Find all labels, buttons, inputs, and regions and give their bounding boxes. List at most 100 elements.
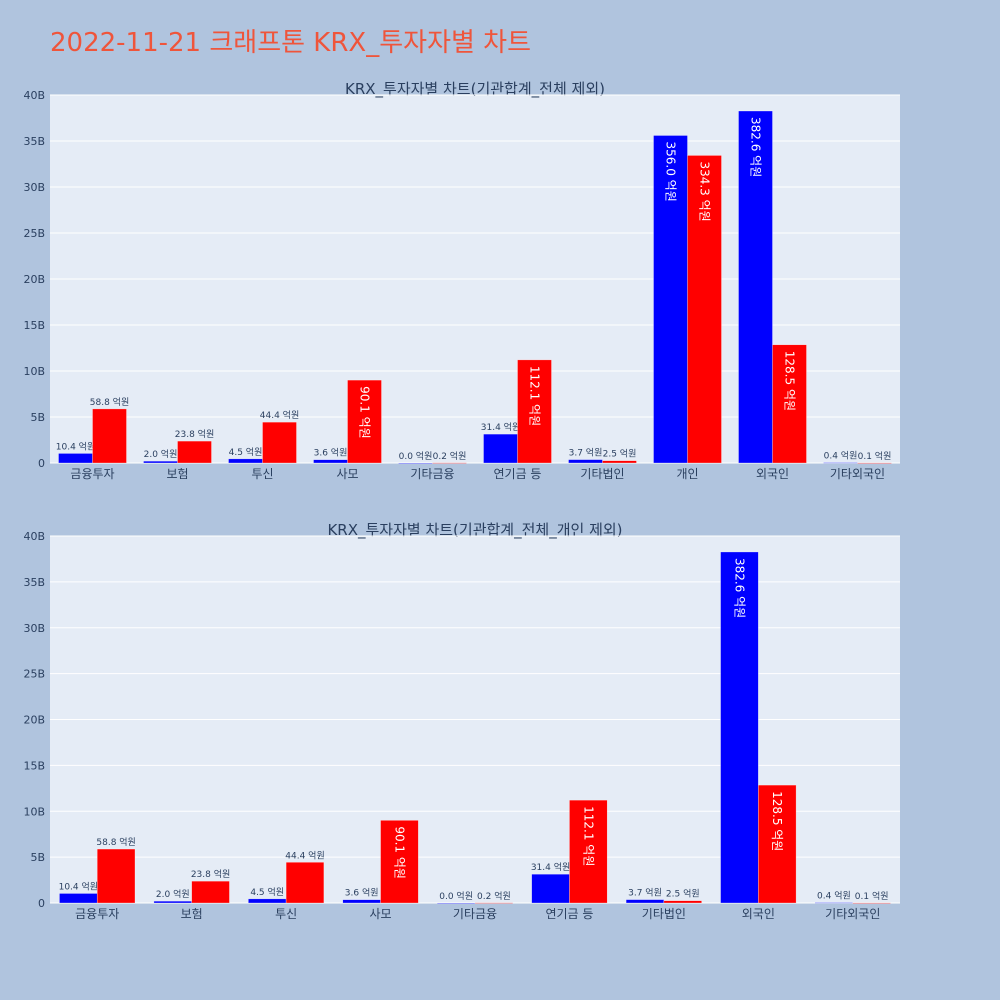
bar-series-1 <box>814 902 854 904</box>
bar-series-1 <box>143 460 178 464</box>
y-tick-label: 30B <box>23 622 45 635</box>
x-tick-label: 보험 <box>181 907 203 921</box>
data-label: 10.4 억원 <box>59 880 98 892</box>
data-label: 3.7 억원 <box>628 887 662 899</box>
bar-series-1 <box>313 459 348 464</box>
y-tick-label: 0 <box>38 897 45 910</box>
data-label: 44.4 억원 <box>260 409 299 421</box>
data-label: 3.6 억원 <box>314 447 348 459</box>
x-tick-label: 투신 <box>275 907 297 921</box>
data-label: 4.5 억원 <box>229 446 263 458</box>
x-tick-label: 투신 <box>251 467 273 481</box>
data-label: 0.4 억원 <box>817 890 851 902</box>
y-tick-label: 30B <box>23 181 45 194</box>
bar-series-2 <box>474 902 514 904</box>
bar-series-2 <box>663 900 702 904</box>
y-tick-label: 20B <box>23 273 45 286</box>
x-tick-label: 금융투자 <box>75 907 119 921</box>
data-label: 128.5 억원 <box>770 791 784 851</box>
y-tick-label: 25B <box>23 227 45 240</box>
y-tick-label: 40B <box>23 530 45 543</box>
data-label: 0.2 억원 <box>433 450 467 462</box>
bar-series-2 <box>687 155 722 464</box>
data-label: 382.6 억원 <box>732 558 746 618</box>
data-label: 10.4 억원 <box>56 440 95 452</box>
x-tick-label: 개인 <box>676 467 698 481</box>
bar-series-2 <box>92 408 127 464</box>
data-label: 44.4 억원 <box>285 849 324 861</box>
chart-title: KRX_투자자별 차트(기관합계_전체 제외) <box>345 80 605 99</box>
bar-series-2 <box>857 462 892 464</box>
x-tick-label: 기타법인 <box>642 907 686 921</box>
chart-panel-2: KRX_투자자별 차트(기관합계_전체_개인 제외) 0 5B 10B 15B 20B 25… <box>23 521 900 921</box>
bar-series-1 <box>228 458 263 464</box>
y-tick-label: 5B <box>30 411 45 424</box>
x-tick-label: 사모 <box>336 467 358 481</box>
bar-series-2 <box>569 799 608 904</box>
bar-series-1 <box>436 902 476 904</box>
data-label: 31.4 억원 <box>531 861 570 873</box>
data-label: 0.0 억원 <box>399 450 433 462</box>
bar-series-2 <box>347 379 382 464</box>
data-label: 3.7 억원 <box>569 447 603 459</box>
bar-series-1 <box>58 453 93 464</box>
data-label: 0.0 억원 <box>439 890 473 902</box>
data-label: 0.1 억원 <box>855 890 889 902</box>
data-label: 2.5 억원 <box>603 448 637 460</box>
bar-series-1 <box>653 135 688 464</box>
data-label: 31.4 억원 <box>481 421 520 433</box>
bar-series-1 <box>823 462 858 464</box>
y-tick-label: 10B <box>23 365 45 378</box>
data-label: 58.8 억원 <box>96 836 135 848</box>
data-label: 128.5 억원 <box>783 351 797 411</box>
x-tick-label: 기타외국인 <box>830 467 885 481</box>
y-tick-label: 25B <box>23 668 45 681</box>
data-label: 2.0 억원 <box>144 448 178 460</box>
x-tick-label: 외국인 <box>742 907 775 921</box>
bar-series-2 <box>285 862 325 904</box>
bar-series-2 <box>380 820 419 904</box>
data-label: 0.2 억원 <box>477 890 511 902</box>
bar-series-1 <box>59 893 98 904</box>
bar-series-1 <box>483 433 518 464</box>
chart-title: KRX_투자자별 차트(기관합계_전체_개인 제외) <box>327 521 622 540</box>
y-tick-label: 10B <box>23 805 45 818</box>
y-tick-label: 0 <box>38 457 45 470</box>
data-label: 90.1 억원 <box>392 826 406 879</box>
data-label: 4.5 억원 <box>250 886 284 898</box>
data-label: 0.1 억원 <box>858 450 892 462</box>
y-tick-label: 15B <box>23 319 45 332</box>
data-label: 23.8 억원 <box>175 428 214 440</box>
data-label: 23.8 억원 <box>191 868 230 880</box>
bar-series-1 <box>398 462 433 464</box>
data-label: 2.5 억원 <box>666 888 700 900</box>
bar-series-1 <box>531 873 570 904</box>
bar-series-2 <box>432 462 467 464</box>
x-tick-label: 기타외국인 <box>825 907 880 921</box>
y-tick-label: 20B <box>23 714 45 727</box>
bar-series-1 <box>248 898 287 904</box>
x-tick-label: 기타법인 <box>580 467 624 481</box>
bar-series-2 <box>96 848 136 904</box>
y-tick-label: 35B <box>23 576 45 589</box>
y-tick-label: 5B <box>30 851 45 864</box>
x-tick-label: 연기금 등 <box>494 467 542 481</box>
data-label: 334.3 억원 <box>698 161 712 221</box>
data-label: 90.1 억원 <box>358 386 372 439</box>
bar-series-1 <box>720 551 759 904</box>
y-tick-label: 15B <box>23 759 45 772</box>
bar-series-1 <box>625 899 665 904</box>
x-tick-label: 기타금융 <box>453 907 497 921</box>
bar-series-1 <box>738 110 773 464</box>
bar-series-2 <box>262 421 297 464</box>
data-label: 356.0 억원 <box>664 141 678 201</box>
bar-series-2 <box>517 359 552 464</box>
x-tick-label: 사모 <box>370 907 392 921</box>
x-tick-label: 연기금 등 <box>545 907 593 921</box>
x-tick-label: 외국인 <box>756 467 789 481</box>
bar-series-2 <box>602 460 637 464</box>
y-tick-label: 35B <box>23 135 45 148</box>
bar-series-2 <box>758 784 797 904</box>
data-label: 382.6 억원 <box>749 117 763 177</box>
